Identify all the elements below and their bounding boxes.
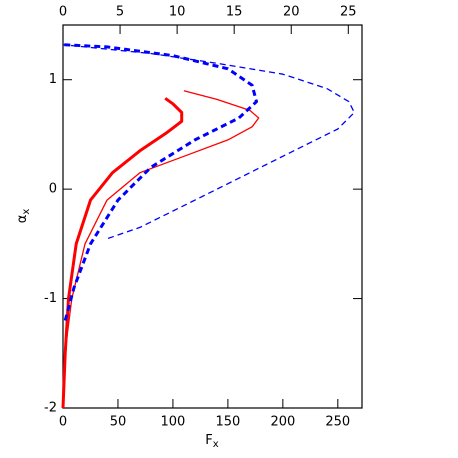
- x-tick-label: 0: [59, 415, 67, 430]
- x2-tick-label: 5: [116, 5, 124, 20]
- y-tick-label: 1: [49, 72, 57, 87]
- y-label-sub: x: [21, 209, 32, 215]
- x2-tick-label: 25: [340, 5, 357, 20]
- x2-tick-label: 10: [169, 5, 186, 20]
- x2-tick-label: 15: [226, 5, 243, 20]
- x2-tick-label: 20: [283, 5, 300, 20]
- x-tick-label: 100: [161, 415, 186, 430]
- x-tick-label: 200: [270, 415, 295, 430]
- x-label-main: F: [205, 433, 212, 448]
- data-line: [62, 43, 258, 321]
- data-line: [62, 44, 355, 240]
- y-tick-label: -1: [44, 291, 57, 306]
- y-tick-label: -2: [44, 401, 57, 416]
- plot-frame: [62, 24, 363, 409]
- y-tick-label: 0: [49, 182, 57, 197]
- x-tick-label: 150: [215, 415, 240, 430]
- y-axis-label: αx: [15, 209, 33, 224]
- x-label-sub: x: [213, 439, 219, 450]
- y-label-main: α: [15, 215, 30, 224]
- x-tick-label: 50: [110, 415, 127, 430]
- x-axis-label: Fx: [205, 433, 218, 451]
- x-tick-label: 250: [325, 415, 350, 430]
- x2-tick-label: 0: [59, 5, 67, 20]
- data-line: [61, 97, 184, 409]
